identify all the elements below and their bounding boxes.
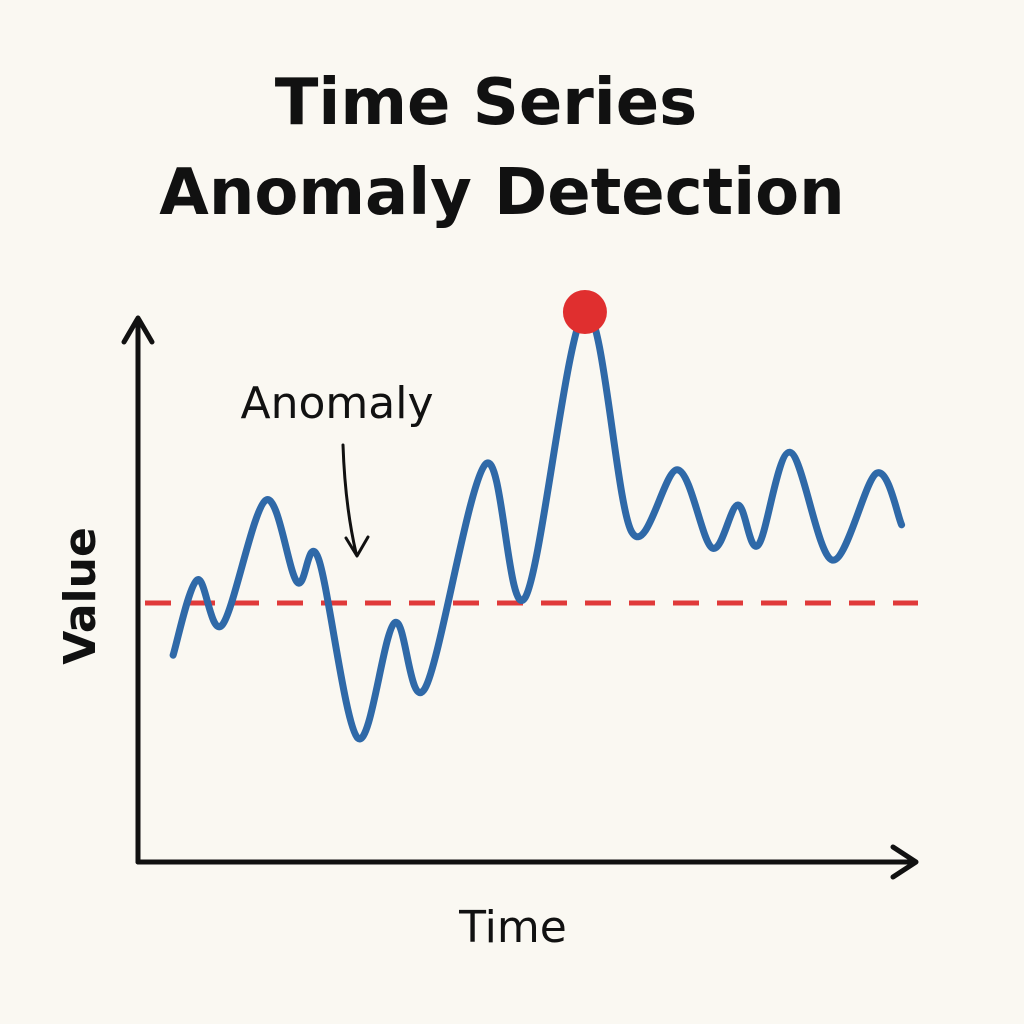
- annotation: Anomaly: [241, 378, 434, 429]
- annotation-arrow: [341, 443, 370, 558]
- chart-title: Time Series: [275, 66, 697, 140]
- data-line: [169, 308, 906, 743]
- x-axis: [135, 844, 919, 880]
- y-axis-label: Value: [55, 527, 106, 665]
- x-axis-label: Time: [458, 902, 567, 953]
- anomaly-point: [562, 290, 607, 334]
- y-axis: [121, 315, 155, 865]
- chart-title: Anomaly Detection: [159, 156, 844, 230]
